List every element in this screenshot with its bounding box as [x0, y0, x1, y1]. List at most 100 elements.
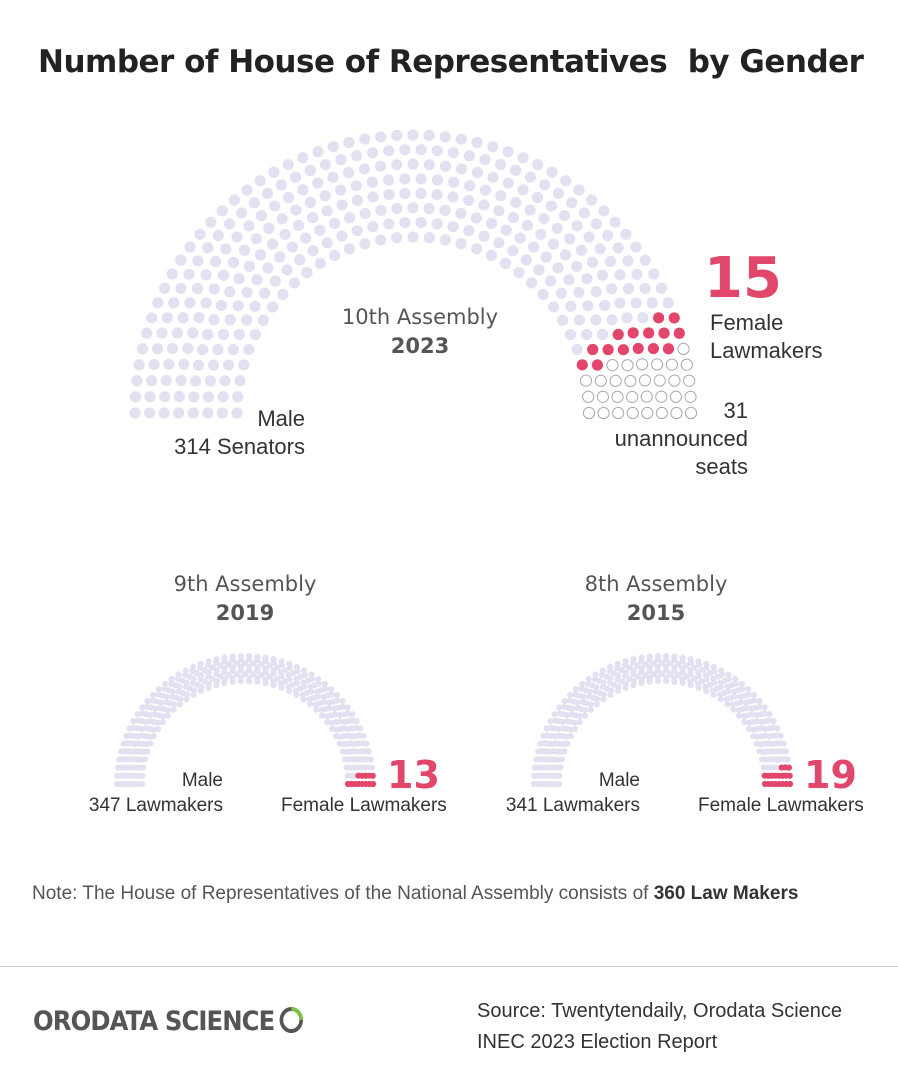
male-seat-2023 [407, 202, 419, 214]
male-seat-2023 [175, 254, 187, 266]
male-seat-2023 [582, 300, 594, 312]
male-seat-2023 [655, 282, 668, 294]
male-seat-2023 [533, 264, 545, 276]
male-seat-2015 [580, 693, 587, 700]
male-seat-2019 [262, 679, 269, 687]
male-seat-2019 [360, 732, 367, 740]
male-seat-2015 [761, 704, 768, 711]
male-seat-2023 [573, 314, 585, 326]
unannounced-label-2023: 31 unannounced seats [614, 398, 748, 479]
male-seat-2015 [738, 680, 745, 688]
male-seat-2019 [183, 679, 190, 686]
male-seat-2023 [129, 391, 142, 403]
male-seat-2023 [192, 255, 204, 267]
male-seat-2023 [294, 254, 306, 266]
assembly-name-2019: 9th Assembly [173, 572, 317, 596]
male-seat-2023 [192, 359, 205, 371]
male-seat-2023 [637, 312, 649, 324]
male-seat-2015 [582, 707, 589, 714]
male-seat-2023 [175, 282, 187, 294]
female-count-2023: 15 [704, 246, 782, 311]
unannounced-seat-2023 [655, 406, 668, 420]
male-seat-2015 [561, 697, 568, 705]
male-seat-2023 [314, 224, 326, 236]
male-seat-2023 [304, 196, 316, 209]
male-seat-2019 [152, 705, 159, 712]
male-seat-2019 [315, 680, 322, 687]
assembly-name-2023: 10th Assembly [341, 305, 499, 329]
male-seat-2023 [177, 312, 189, 324]
male-seat-2023 [266, 238, 279, 250]
male-seat-2019 [250, 671, 257, 678]
male-seat-2023 [336, 230, 348, 242]
male-seat-2015 [744, 686, 752, 693]
male-seat-2019 [154, 719, 161, 726]
male-seat-2023 [471, 167, 484, 179]
male-seat-2015 [650, 660, 657, 667]
unannounced-seat-2023 [594, 374, 607, 387]
male-seat-2023 [228, 194, 240, 206]
male-seat-2023 [319, 158, 332, 171]
male-seat-2019 [286, 664, 293, 671]
male-seat-2023 [575, 244, 588, 256]
male-seat-2023 [158, 407, 170, 419]
male-seat-2023 [307, 245, 319, 257]
male-seat-2019 [368, 764, 376, 771]
male-seat-2015 [630, 656, 637, 663]
male-seat-2023 [204, 375, 216, 387]
unannounced-seat-2023 [680, 358, 693, 371]
male-seat-2023 [231, 231, 243, 243]
male-seat-2019 [328, 691, 335, 698]
male-seat-2023 [500, 257, 512, 269]
male-seat-2023 [431, 174, 444, 186]
unannounced-seat-2023 [636, 358, 649, 371]
male-seat-2023 [259, 287, 271, 299]
unannounced-seat-2023 [611, 390, 624, 403]
male-seat-2019 [139, 704, 146, 711]
male-seat-2015 [638, 676, 645, 683]
assembly-year-2019: 2019 [215, 601, 275, 625]
male-seat-2023 [200, 269, 212, 281]
male-seat-2015 [750, 691, 758, 699]
male-seat-2023 [558, 209, 571, 222]
male-seat-2019 [339, 703, 346, 710]
male-seat-2023 [594, 243, 606, 255]
male-seat-2019 [183, 691, 191, 698]
female-label-2023: Female Lawmakers [710, 310, 823, 363]
male-seat-2019 [140, 764, 147, 771]
male-seat-2015 [695, 662, 702, 669]
unannounced-seat-2023 [683, 374, 696, 387]
male-seat-2019 [169, 688, 176, 695]
male-seat-2015 [732, 675, 739, 683]
male-seat-2015 [607, 687, 615, 694]
male-seat-2019 [363, 740, 370, 747]
male-seat-2023 [207, 359, 220, 371]
male-seat-2015 [646, 653, 653, 660]
male-seat-2023 [289, 171, 302, 183]
male-seat-2023 [159, 391, 171, 403]
female-seat-2023 [653, 312, 665, 324]
unannounced-seat-2023 [650, 358, 664, 371]
male-seat-2023 [399, 217, 411, 229]
male-seat-2023 [312, 177, 324, 189]
male-seat-2019 [190, 687, 198, 694]
male-seat-2023 [648, 268, 660, 280]
female-label-2019: Female Lawmakers [281, 795, 447, 816]
male-seat-2015 [687, 659, 694, 667]
male-seat-2023 [415, 217, 427, 229]
male-seat-2023 [487, 171, 499, 183]
male-seat-2023 [297, 152, 309, 164]
male-seat-2015 [561, 748, 568, 755]
male-seat-2019 [147, 740, 154, 747]
male-seat-2023 [415, 187, 427, 200]
male-seat-2019 [241, 670, 249, 677]
male-seat-2023 [321, 237, 333, 249]
male-seat-2023 [249, 328, 262, 341]
male-seat-2023 [383, 218, 395, 230]
male-seat-2023 [224, 286, 236, 298]
male-seat-2015 [703, 664, 710, 671]
male-seat-2023 [277, 288, 289, 301]
female-seat-2023 [658, 327, 670, 339]
unannounced-seat-2023 [626, 390, 639, 404]
male-seat-2019 [308, 688, 315, 695]
